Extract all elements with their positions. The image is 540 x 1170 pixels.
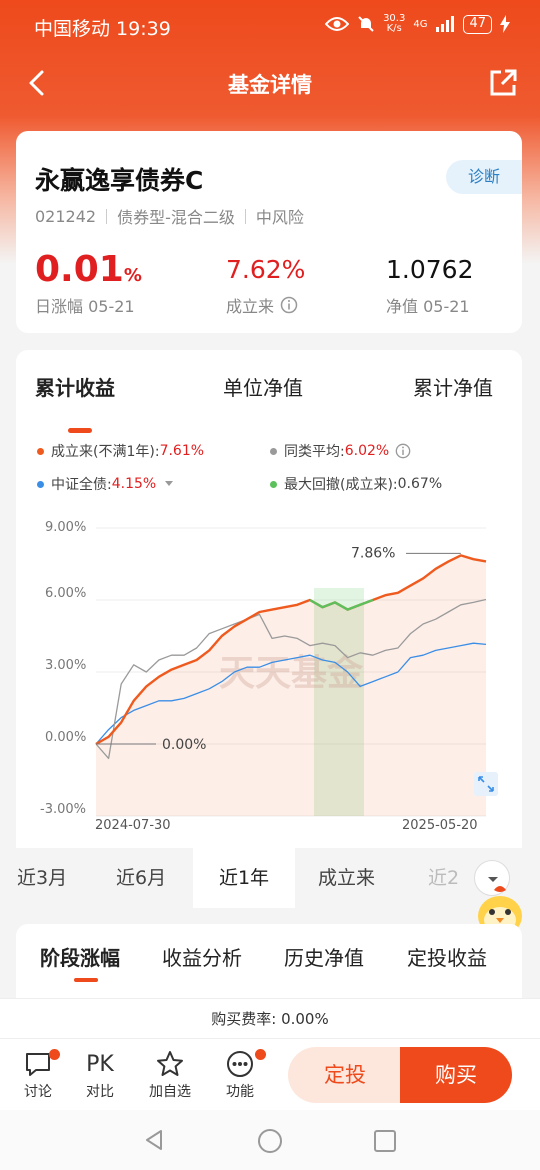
home-circle-icon[interactable] [257,1128,283,1154]
back-triangle-icon[interactable] [142,1128,166,1152]
y-tick-label: 0.00% [45,730,87,745]
since-inception-label: 成立来 [226,297,275,316]
more-functions-icon [227,1051,253,1077]
carrier-time: 中国移动 19:39 [34,18,171,40]
active-tab-indicator [74,978,98,982]
buy-button[interactable]: 购买 [400,1047,512,1103]
fund-risk: 中风险 [255,208,304,227]
eye-icon [325,17,350,31]
system-nav-bar [0,1110,540,1170]
since-inception-value: 7.62% [226,255,306,284]
notification-dot [255,1049,266,1060]
functions-button[interactable]: 功能 [212,1047,268,1101]
fund-code: 021242 [35,206,97,226]
period-since-inception[interactable]: 成立来 [318,867,376,889]
legend-dot [270,480,277,488]
chart-tabs: 累计收益 单位净值 累计净值 [16,372,522,433]
nav-stat: 1.0762 净值 05-21 [386,255,473,317]
nav-bar: 基金详情 [0,52,540,114]
back-icon[interactable] [22,66,54,100]
tab-return-analysis[interactable]: 收益分析 [162,946,242,970]
y-tick-label: 9.00% [45,520,87,535]
add-watchlist-button[interactable]: 加自选 [142,1047,198,1101]
caret-down-icon[interactable] [164,480,174,488]
fund-series-area [96,555,486,816]
net-speed: 30.3 K/s [383,13,406,34]
notification-dot [49,1049,60,1060]
divider [244,208,246,224]
chart-card: 累计收益 单位净值 累计净值 成立来(不满1年): 7.61% 同类平均: 6.02… [16,350,522,850]
nav-value: 1.0762 [386,255,474,284]
charging-icon [500,15,510,33]
peer-series-line [95,598,487,760]
period-1y[interactable]: 近1年 [193,848,295,908]
period-3m[interactable]: 近3月 [17,867,68,889]
expand-chart-button[interactable] [474,772,498,796]
info-icon[interactable] [280,296,298,314]
active-tab-indicator [68,428,92,433]
battery-level: 47 [463,14,492,34]
fund-series-line [95,554,487,746]
since-inception-stat: 7.62% 成立来 [226,255,305,317]
legend-peer: 同类平均: 6.02% [270,441,411,461]
y-tick-label: -3.00% [40,802,86,817]
x-tick-label: 2024-07-30 [95,818,171,833]
y-tick-label: 3.00% [45,658,87,673]
tab-unit-nav[interactable]: 单位净值 [223,376,303,400]
daily-change-value: 0.01 [35,249,124,290]
return-chart[interactable]: 天天基金7.86%0.00% [16,510,522,820]
annotation-max: 7.86% [351,545,395,561]
info-icon[interactable] [395,443,411,459]
tab-cumulative-return[interactable]: 累计收益 [35,376,115,400]
bottom-action-bar: 讨论 PK 对比 加自选 功能 定投 购买 [0,1038,540,1110]
pk-icon: PK [86,1051,114,1077]
daily-change-unit: % [123,265,142,286]
chat-bubble-icon [26,1053,50,1076]
fund-name: 永赢逸享债券C [35,166,204,195]
diagnose-button[interactable]: 诊断 [446,160,522,194]
drawdown-segment [309,598,374,611]
fund-meta: 021242 债券型-混合二级 中风险 [35,204,304,228]
tab-stage-return[interactable]: 阶段涨幅 [40,946,120,970]
index-series-line [95,642,487,745]
expand-icon [478,776,494,792]
status-bar: 中国移动 19:39 30.3 K/s 4G 47 [0,0,540,50]
period-selector: 近3月 近6月 近1年 成立来 近2年 [0,848,540,908]
mute-bell-icon [358,16,374,32]
signal-label: 4G [413,18,428,30]
chevron-down-icon [488,877,498,882]
legend-fund: 成立来(不满1年): 7.61% [37,441,204,461]
star-icon [157,1051,183,1076]
purchase-fee: 购买费率: 0.00% [0,998,540,1038]
fund-summary-card: 永赢逸享债券C 诊断 021242 债券型-混合二级 中风险 0.01% 日涨幅… [16,131,522,333]
signal-icon [436,16,455,32]
period-6m[interactable]: 近6月 [116,867,167,889]
drawdown-region [314,588,364,816]
y-tick-label: 6.00% [45,586,87,601]
x-tick-label: 2025-05-20 [402,818,478,833]
nav-label: 净值 05-21 [386,297,470,316]
divider [106,208,108,224]
discuss-button[interactable]: 讨论 [10,1047,66,1101]
tab-cumulative-nav[interactable]: 累计净值 [413,376,493,400]
sip-button[interactable]: 定投 [288,1047,402,1103]
legend-index[interactable]: 中证全债: 4.15% [37,474,174,494]
compare-button[interactable]: PK 对比 [72,1047,128,1101]
annotation-zero: 0.00% [162,737,206,753]
page-title: 基金详情 [228,73,312,97]
legend-drawdown: 最大回撤(成立来): 0.67% [270,474,442,494]
legend-dot [270,447,277,455]
detail-tabs-card: 阶段涨幅 收益分析 历史净值 定投收益 [16,924,522,1000]
tab-sip-return[interactable]: 定投收益 [407,946,487,970]
share-icon[interactable] [488,68,518,98]
tab-history-nav[interactable]: 历史净值 [284,946,364,970]
legend-dot [37,480,44,488]
fund-type: 债券型-混合二级 [117,208,235,227]
recent-apps-icon[interactable] [373,1129,397,1153]
daily-change-stat: 0.01% 日涨幅 05-21 [35,249,142,317]
legend-dot [37,447,44,455]
daily-change-label: 日涨幅 05-21 [35,297,135,316]
period-2y[interactable]: 近2年 [428,867,460,889]
